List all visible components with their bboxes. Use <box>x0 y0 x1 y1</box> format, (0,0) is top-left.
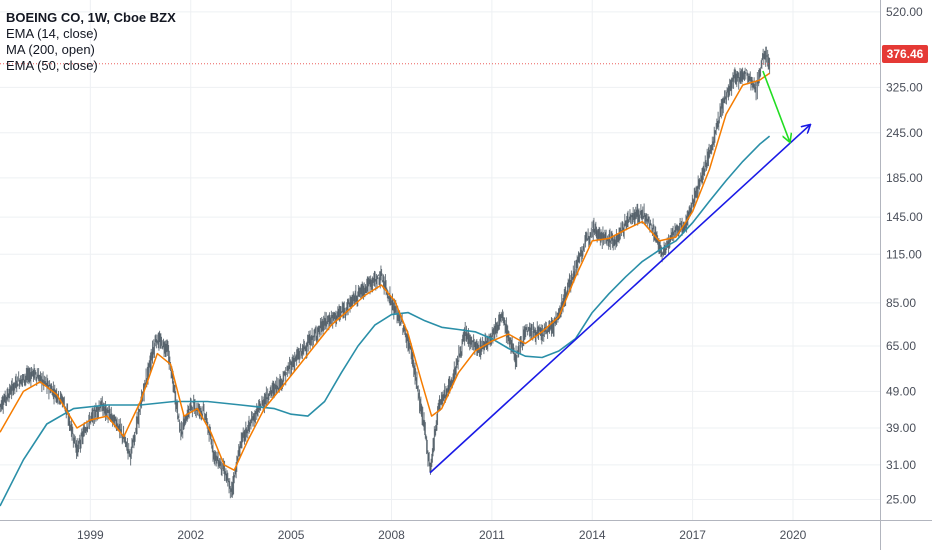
y-tick-label: 325.00 <box>886 80 923 94</box>
x-tick-label: 2005 <box>278 528 305 542</box>
x-tick-label: 1999 <box>77 528 104 542</box>
legend-ema14[interactable]: EMA (14, close) <box>6 26 98 41</box>
y-tick-label: 49.00 <box>886 384 916 398</box>
y-tick-label: 520.00 <box>886 5 923 19</box>
last-price-label: 376.46 <box>882 45 928 63</box>
legend-symbol-title[interactable]: BOEING CO, 1W, Cboe BZX <box>6 10 176 25</box>
x-tick-label: 2014 <box>579 528 606 542</box>
y-tick-label: 245.00 <box>886 126 923 140</box>
chart-legend: BOEING CO, 1W, Cboe BZX EMA (14, close) … <box>6 10 176 74</box>
ema14-line <box>0 72 771 471</box>
price-bars <box>0 46 771 499</box>
y-tick-label: 85.00 <box>886 296 916 310</box>
legend-ema50[interactable]: EMA (50, close) <box>6 58 98 73</box>
y-tick-label: 65.00 <box>886 339 916 353</box>
trendline-arrow <box>429 125 810 474</box>
x-tick-label: 2008 <box>378 528 405 542</box>
y-tick-label: 25.00 <box>886 492 916 506</box>
x-tick-label: 2002 <box>177 528 204 542</box>
y-tick-label: 39.00 <box>886 421 916 435</box>
ma200-line <box>0 135 771 507</box>
x-tick-label: 2011 <box>479 528 505 542</box>
projection-arrow <box>762 70 790 142</box>
x-tick-label: 2020 <box>780 528 807 542</box>
y-tick-label: 115.00 <box>886 247 922 261</box>
indicator-lines <box>0 63 880 507</box>
drawing-annotations[interactable] <box>429 70 810 474</box>
legend-ma200[interactable]: MA (200, open) <box>6 42 95 57</box>
y-tick-label: 31.00 <box>886 458 916 472</box>
y-tick-label: 145.00 <box>886 210 923 224</box>
x-tick-label: 2017 <box>679 528 706 542</box>
chart-grid <box>0 0 880 520</box>
y-tick-label: 185.00 <box>886 171 923 185</box>
